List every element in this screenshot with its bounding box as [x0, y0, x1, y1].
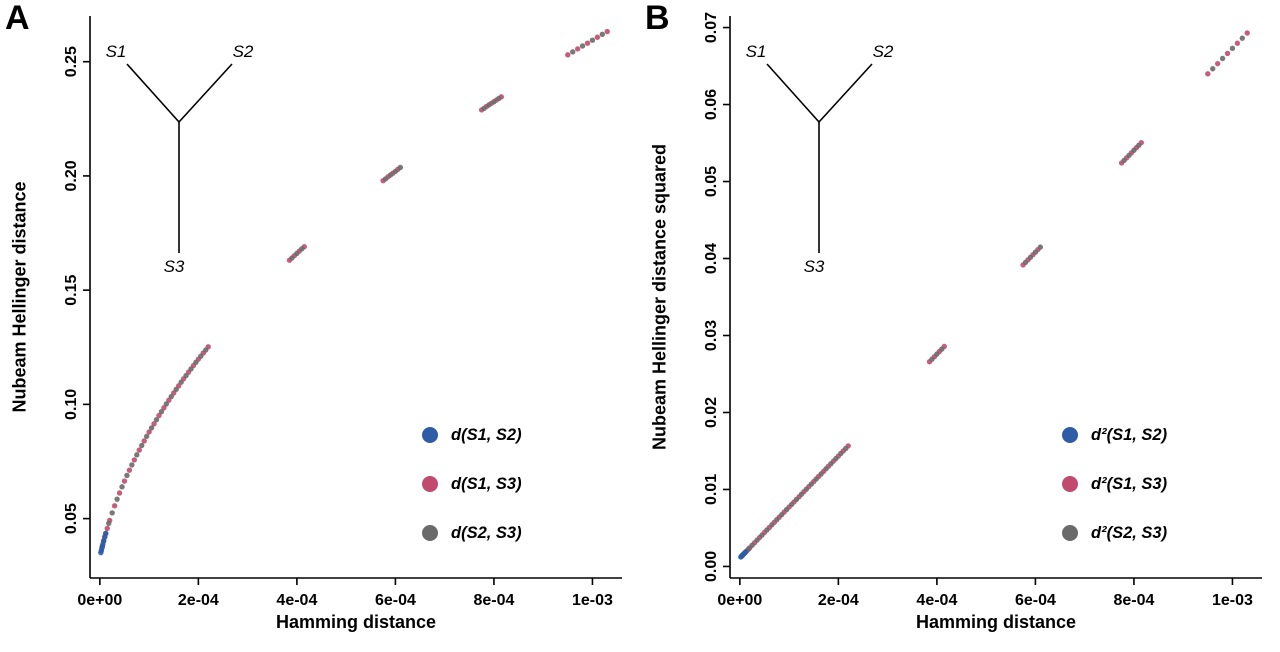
svg-text:0.15: 0.15	[63, 274, 80, 305]
svg-text:8e-04: 8e-04	[1113, 592, 1154, 609]
svg-text:2e-04: 2e-04	[818, 592, 859, 609]
panel-a-x-axis-title: Hamming distance	[275, 612, 437, 632]
svg-text:0.01: 0.01	[703, 474, 720, 505]
tree-inset: S1 S2 S3	[746, 42, 894, 276]
svg-text:4e-04: 4e-04	[276, 592, 317, 609]
panel-a-legend: d(S1, S2) d(S1, S3) d(S2, S3)	[420, 424, 522, 571]
tree-label-s2: S2	[873, 42, 894, 61]
scatter-points	[98, 28, 610, 556]
legend-label: d²(S1, S3)	[1091, 474, 1168, 493]
svg-text:8e-04: 8e-04	[473, 592, 514, 609]
svg-text:0.06: 0.06	[703, 89, 720, 120]
svg-text:0.00: 0.00	[703, 551, 720, 582]
legend-label: d(S1, S3)	[451, 474, 522, 493]
panel-a-letter: A	[5, 0, 30, 37]
svg-text:2e-04: 2e-04	[178, 592, 219, 609]
legend-dot-icon	[1062, 427, 1078, 443]
svg-text:0.05: 0.05	[703, 166, 720, 197]
legend-item: d(S2, S3)	[420, 522, 522, 544]
tree-inset: S1 S2 S3	[106, 42, 254, 276]
svg-text:0.20: 0.20	[63, 160, 80, 191]
scatter-points	[738, 30, 1250, 560]
svg-text:0e+00: 0e+00	[77, 592, 122, 609]
tree-label-s3: S3	[804, 257, 825, 276]
legend-dot-icon	[1062, 476, 1078, 492]
svg-text:1e-03: 1e-03	[1212, 592, 1253, 609]
legend-item: d²(S1, S2)	[1060, 424, 1167, 446]
svg-text:4e-04: 4e-04	[916, 592, 957, 609]
legend-label: d(S2, S3)	[451, 523, 522, 542]
x-axis: 0e+00 2e-04 4e-04 6e-04 8e-04 1e-03	[77, 577, 622, 609]
svg-text:0.10: 0.10	[63, 389, 80, 420]
legend-dot-icon	[1062, 525, 1078, 541]
svg-text:0.07: 0.07	[703, 12, 720, 43]
y-axis: 0.05 0.10 0.15 0.20 0.25	[63, 16, 91, 578]
panel-a: 0e+00 2e-04 4e-04 6e-04 8e-04 1e-03 0.05 0.10 0…	[5, 0, 622, 632]
legend-dot-icon	[422, 476, 438, 492]
panel-b-plot-svg: 0e+00 2e-04 4e-04 6e-04 8e-04 1e-03 0.000.010…	[703, 12, 1262, 609]
panel-b-legend: d²(S1, S2) d²(S1, S3) d²(S2, S3)	[1060, 424, 1167, 571]
legend-dot-icon	[422, 427, 438, 443]
legend-item: d(S1, S3)	[420, 473, 522, 495]
svg-text:1e-03: 1e-03	[572, 592, 613, 609]
tree-branch-s1	[766, 63, 820, 123]
y-axis: 0.00 0.01 0.02 0.03 0.04 0.05 0.06 0.07	[703, 12, 731, 582]
panel-b-y-axis-title: Nubeam Hellinger distance squared	[649, 143, 670, 451]
tree-label-s3: S3	[164, 257, 185, 276]
svg-text:6e-04: 6e-04	[1015, 592, 1056, 609]
legend-item: d(S1, S2)	[420, 424, 522, 446]
panel-a-plot-svg: 0e+00 2e-04 4e-04 6e-04 8e-04 1e-03 0.050.100…	[63, 16, 622, 609]
svg-text:6e-04: 6e-04	[375, 592, 416, 609]
legend-label: d²(S1, S2)	[1091, 425, 1168, 444]
tree-branch-s2	[178, 63, 233, 123]
svg-text:0.25: 0.25	[63, 46, 80, 77]
tree-label-s1: S1	[746, 42, 767, 61]
tree-label-s1: S1	[106, 42, 127, 61]
legend-label: d²(S2, S3)	[1091, 523, 1168, 542]
x-axis: 0e+00 2e-04 4e-04 6e-04 8e-04 1e-03	[717, 577, 1262, 609]
svg-text:0.05: 0.05	[63, 503, 80, 534]
panel-b-letter: B	[645, 0, 670, 37]
panel-b: 0e+00 2e-04 4e-04 6e-04 8e-04 1e-03 0.00 0.01 0…	[640, 0, 1280, 652]
legend-item: d²(S2, S3)	[1060, 522, 1167, 544]
svg-text:0.02: 0.02	[703, 397, 720, 428]
legend-label: d(S1, S2)	[451, 425, 522, 444]
panel-a-y-axis-title: Nubeam Hellinger distance	[9, 181, 30, 413]
panel-b-x-axis-title: Hamming distance	[915, 612, 1077, 632]
svg-text:0e+00: 0e+00	[717, 592, 762, 609]
legend-item: d²(S1, S3)	[1060, 473, 1167, 495]
svg-text:0.04: 0.04	[703, 243, 720, 274]
svg-text:0.03: 0.03	[703, 320, 720, 351]
tree-branch-s2	[818, 63, 873, 123]
tree-branch-s1	[126, 63, 180, 123]
legend-dot-icon	[422, 525, 438, 541]
tree-label-s2: S2	[233, 42, 254, 61]
